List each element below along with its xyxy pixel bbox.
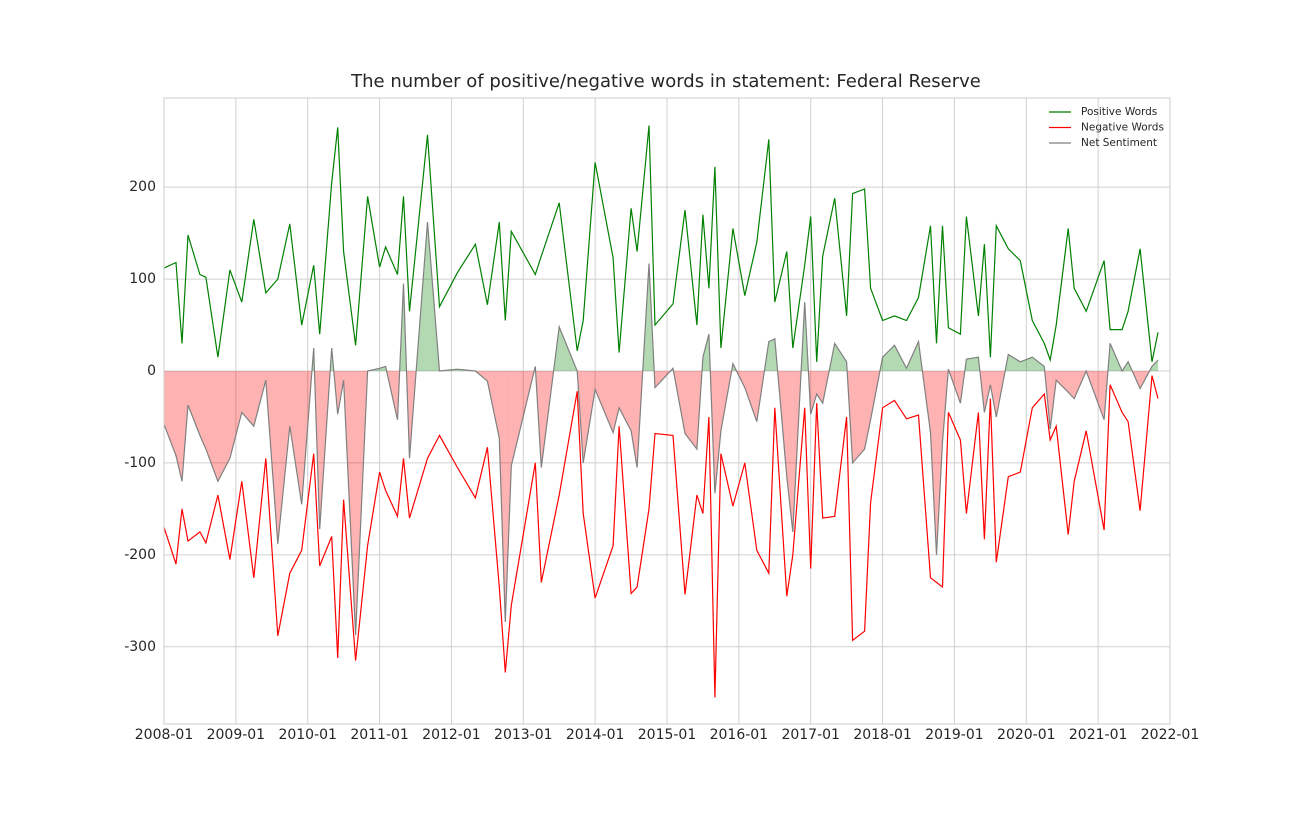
legend: Positive Words Negative Words Net Sentimen…	[1049, 106, 1164, 149]
chart-title: The number of positive/negative words in…	[350, 71, 981, 92]
y-tick-label: 100	[129, 271, 156, 287]
sentiment-fill	[853, 371, 865, 463]
x-tick-label: 2016-01	[710, 727, 769, 743]
x-tick-label: 2020-01	[997, 727, 1056, 743]
legend-label: Negative Words	[1081, 122, 1164, 134]
y-tick-label: -100	[124, 455, 156, 471]
x-tick-label: 2022-01	[1141, 727, 1200, 743]
x-tick-label: 2015-01	[638, 727, 697, 743]
x-tick-label: 2008-01	[135, 727, 194, 743]
x-tick-label: 2014-01	[566, 727, 625, 743]
x-tick-label: 2009-01	[207, 727, 266, 743]
x-tick-label: 2011-01	[350, 727, 409, 743]
sentiment-fill	[769, 339, 775, 371]
x-tick-label: 2019-01	[925, 727, 984, 743]
x-tick-label: 2018-01	[853, 727, 912, 743]
x-tick-label: 2017-01	[781, 727, 840, 743]
x-tick-label: 2021-01	[1069, 727, 1128, 743]
y-tick-label: -200	[124, 547, 156, 563]
x-tick-label: 2010-01	[278, 727, 337, 743]
y-tick-label: 0	[147, 363, 156, 379]
y-tick-label: 200	[129, 179, 156, 195]
y-tick-label: -300	[124, 639, 156, 655]
legend-label: Positive Words	[1081, 106, 1157, 118]
x-tick-label: 2012-01	[422, 727, 481, 743]
legend-label: Net Sentiment	[1081, 137, 1157, 149]
x-tick-label: 2013-01	[494, 727, 553, 743]
